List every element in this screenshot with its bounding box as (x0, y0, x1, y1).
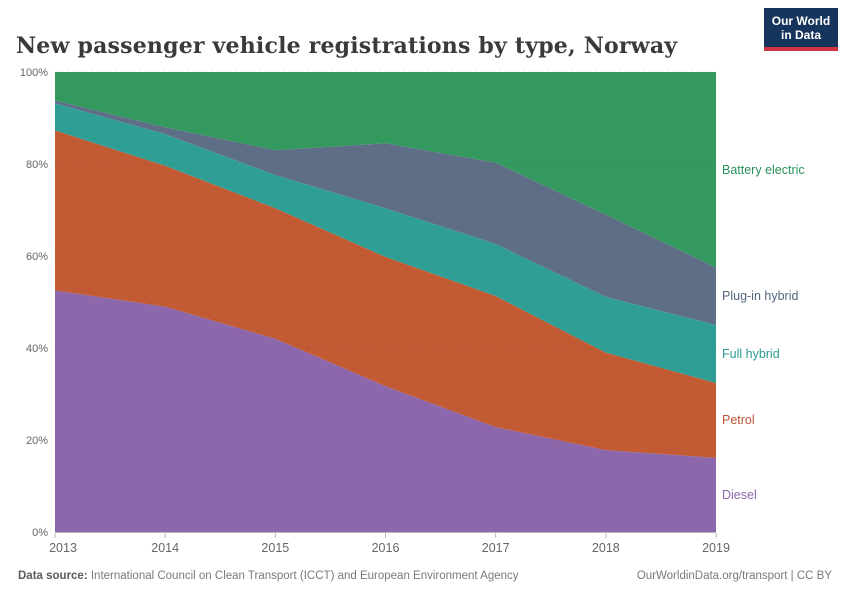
y-axis-tick-label: 80% (26, 159, 48, 171)
data-source-text: International Council on Clean Transport… (87, 570, 519, 582)
y-axis-tick-label: 0% (32, 527, 48, 539)
area-full-hybrid[interactable] (55, 103, 716, 384)
area-battery-electric[interactable] (55, 72, 716, 268)
x-axis-tick-label: 2016 (372, 541, 400, 555)
x-axis-tick-label: 2014 (151, 541, 179, 555)
owid-logo-line1: Our World (771, 14, 831, 28)
area-petrol[interactable] (55, 130, 716, 458)
x-axis-tick-label: 2013 (49, 541, 77, 555)
legend-label-plug-in-hybrid[interactable]: Plug-in hybrid (722, 289, 799, 303)
x-axis-tick-label: 2019 (702, 541, 730, 555)
chart-title: New passenger vehicle registrations by t… (16, 32, 678, 59)
footer-data-source: Data source: International Council on Cl… (18, 570, 519, 582)
legend-label-battery-electric[interactable]: Battery electric (722, 163, 805, 177)
y-axis-tick-label: 40% (26, 343, 48, 355)
x-axis-tick-label: 2015 (261, 541, 289, 555)
y-axis-tick-label: 20% (26, 435, 48, 447)
legend-label-full-hybrid[interactable]: Full hybrid (722, 347, 780, 361)
area-plug-in-hybrid[interactable] (55, 100, 716, 326)
x-axis-tick-label: 2017 (482, 541, 510, 555)
y-axis-tick-label: 60% (26, 251, 48, 263)
legend-label-petrol[interactable]: Petrol (722, 413, 755, 427)
data-source-label: Data source: (18, 570, 88, 582)
legend-label-diesel[interactable]: Diesel (722, 488, 757, 502)
chart-footer: Data source: International Council on Cl… (18, 570, 832, 582)
y-axis-tick-label: 100% (20, 67, 48, 79)
owid-logo[interactable]: Our World in Data (764, 8, 838, 51)
x-axis-tick-label: 2018 (592, 541, 620, 555)
footer-license[interactable]: OurWorldinData.org/transport | CC BY (636, 570, 832, 582)
area-diesel[interactable] (55, 290, 716, 533)
owid-logo-line2: in Data (780, 28, 821, 42)
